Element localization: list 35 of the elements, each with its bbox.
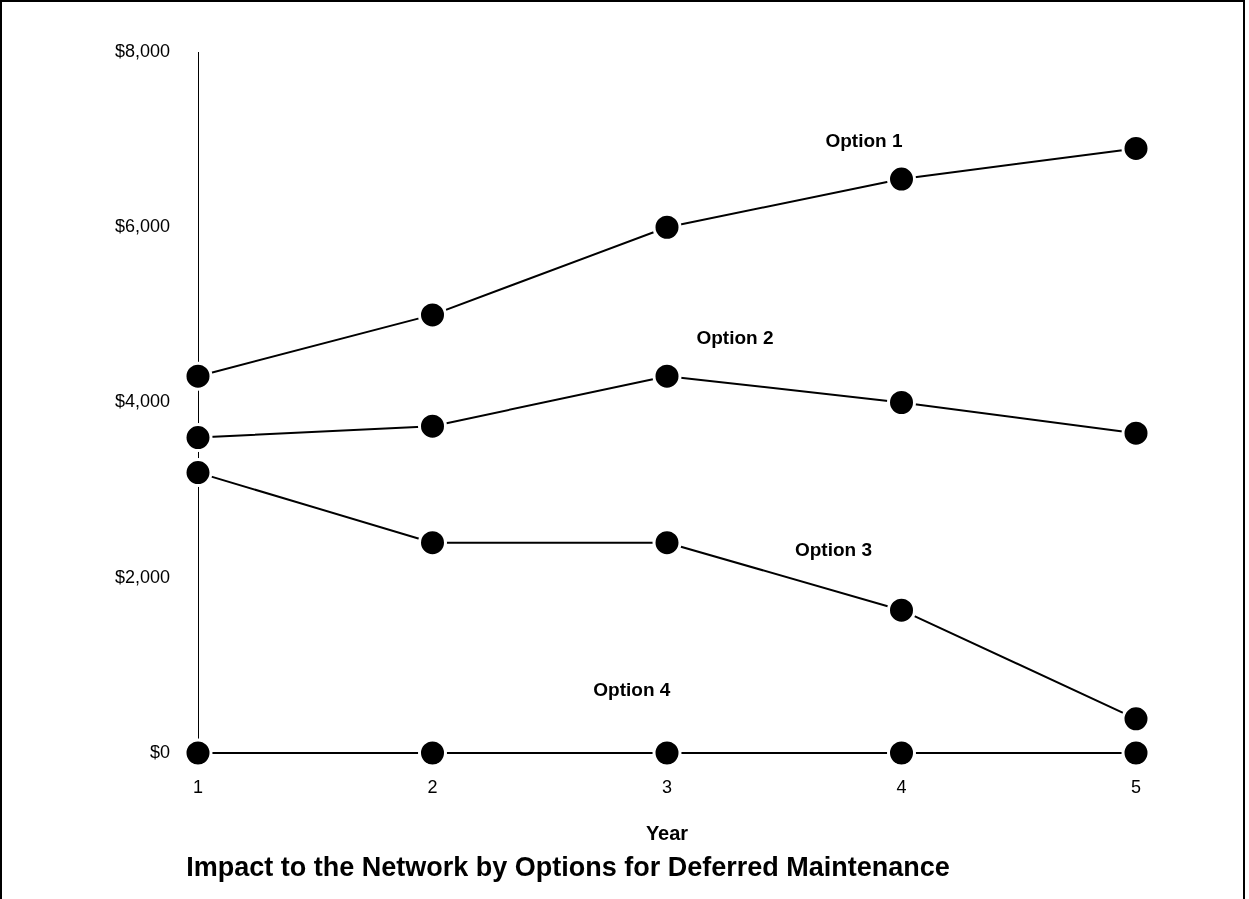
point [183,423,213,453]
point [887,164,916,194]
x-tick-label: 2 [427,776,438,797]
y-tick-label: $6,000 [114,216,170,237]
point [1121,418,1151,448]
y-tick-label: $2,000 [114,566,170,587]
y-tick-label: $8,000 [114,40,170,61]
y-tick-label: $0 [149,741,170,762]
point [1121,738,1151,768]
series-label: Option 3 [794,538,873,560]
point [887,738,916,768]
series-label: Option 2 [696,327,774,349]
x-axis-title: Year [645,822,689,845]
point [652,361,682,391]
point [652,212,682,242]
text: Impact to the Network by Options for Deferred Maintenance [186,852,950,883]
point [183,458,213,488]
x-tick-label: 5 [1130,776,1142,797]
point [652,528,682,558]
point [418,738,447,768]
point [183,738,213,768]
text: Option 4 [593,679,671,701]
point [183,361,213,391]
point [652,738,682,768]
point [1121,704,1151,734]
x-tick-label: 4 [896,776,907,797]
point [418,528,447,558]
y-tick-label: $4,000 [114,391,170,412]
point [418,411,447,441]
x-tick-label: 1 [192,776,204,797]
x-tick-label: 3 [661,776,673,797]
point [887,388,916,417]
point [887,595,916,625]
point [418,300,447,330]
series-label: Option 1 [825,130,903,151]
